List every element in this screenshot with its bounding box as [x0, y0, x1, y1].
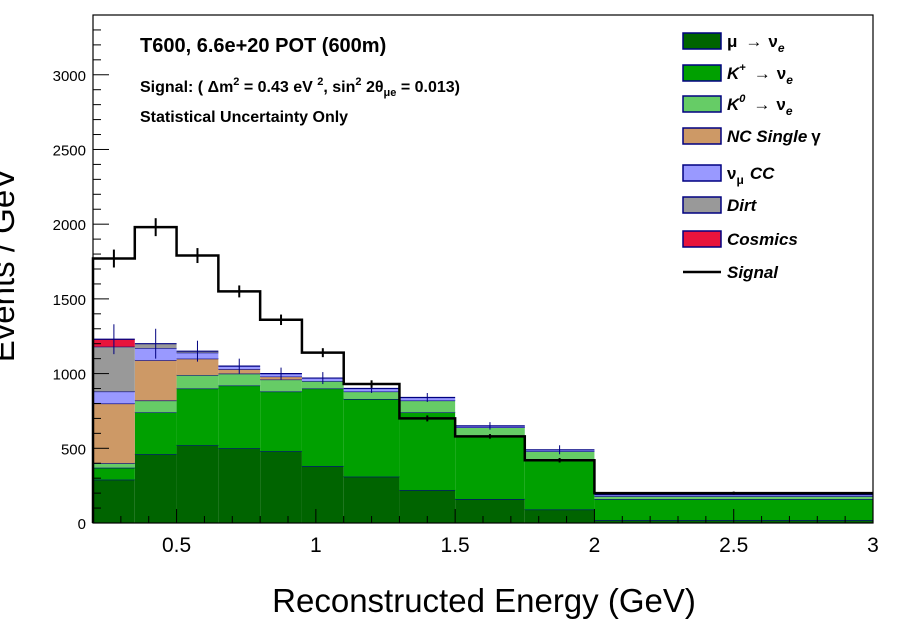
- signal-histogram: [91, 218, 873, 523]
- bar-numu_cc-0: [93, 391, 135, 404]
- bar-kplus_to_nue-2: [176, 388, 219, 446]
- legend-item-kplus-nue: K+ → νe: [682, 62, 793, 87]
- x-tick-label-2: 1.5: [441, 534, 470, 557]
- bar-kplus_to_nue-8: [455, 436, 525, 500]
- x-tick-label-1: 1: [310, 534, 322, 557]
- bar-k0_to_nue-0: [93, 463, 135, 468]
- bar-numu_to_nue-5: [301, 466, 344, 523]
- bar-kplus_to_nue-3: [218, 385, 261, 449]
- bar-k0_to_nue-8: [455, 427, 525, 437]
- bar-kplus_to_nue-1: [134, 412, 177, 455]
- y-tick-label-2: 1000: [53, 367, 86, 384]
- header-line2: Signal: ( Δm2 = 0.43 eV 2, sin2 2θμe = 0…: [140, 76, 460, 99]
- legend-label-dirt: Dirt: [727, 196, 758, 215]
- bar-k0_to_nue-2: [176, 375, 219, 389]
- bar-nc_single_gamma-1: [134, 360, 177, 401]
- bar-numu_to_nue-6: [343, 476, 400, 523]
- legend-item-cosmics: Cosmics: [682, 230, 798, 249]
- legend-swatch-k0-nue: [682, 95, 722, 113]
- y-axis-title: Events / GeV: [0, 168, 21, 362]
- bar-numu_to_nue-0: [93, 479, 135, 523]
- bar-kplus_to_nue-9: [524, 460, 595, 510]
- bar-k0_to_nue-5: [301, 381, 344, 389]
- legend-item-signal: Signal: [683, 263, 779, 282]
- bar-k0_to_nue-3: [218, 373, 261, 386]
- bar-k0_to_nue-4: [260, 379, 302, 392]
- bar-k0_to_nue-10: [594, 496, 873, 500]
- legend-item-numu-nue: μ → νe: [682, 32, 785, 55]
- legend-swatch-cosmics: [682, 230, 722, 248]
- legend-item-dirt: Dirt: [682, 196, 758, 215]
- x-tick-label-3: 2: [589, 534, 601, 557]
- legend-label-k0-nue: K0 → νe: [727, 93, 793, 118]
- bar-kplus_to_nue-6: [343, 398, 400, 477]
- legend-label-signal: Signal: [727, 263, 779, 282]
- legend-swatch-nc-single-gamma: [682, 127, 722, 145]
- bar-kplus_to_nue-4: [260, 391, 302, 452]
- bar-numu_to_nue-4: [260, 451, 302, 523]
- legend-label-numu-nue: μ → νe: [727, 32, 785, 55]
- bar-kplus_to_nue-0: [93, 467, 135, 480]
- y-tick-label-4: 2000: [53, 217, 86, 234]
- bar-k0_to_nue-1: [134, 400, 177, 413]
- x-axis-title: Reconstructed Energy (GeV): [272, 582, 696, 619]
- legend-item-numu-cc: νμ CC: [682, 164, 775, 187]
- stacked-bars: [93, 324, 873, 523]
- bar-numu_to_nue-9: [524, 509, 595, 523]
- bar-k0_to_nue-9: [524, 451, 595, 461]
- bar-kplus_to_nue-5: [301, 388, 344, 467]
- legend-swatch-numu-nue: [682, 32, 722, 50]
- legend-swatch-dirt: [682, 196, 722, 214]
- header-line3: Statistical Uncertainty Only: [140, 109, 348, 126]
- legend: μ → νe K+ → νe K0 → νe NC Single γ νμ CC Dirt Co…: [682, 32, 821, 282]
- x-tick-label-5: 3: [867, 534, 879, 557]
- axis-ticks: 0.5 1 1.5 2 2.5 3 0 500 1000 1500 2000 2500 3000: [53, 14, 879, 557]
- y-tick-label-5: 2500: [53, 142, 86, 159]
- y-tick-label-3: 1500: [53, 292, 86, 309]
- bar-numu_to_nue-3: [218, 448, 261, 523]
- legend-label-numu-cc: νμ CC: [727, 164, 775, 187]
- y-tick-label-1: 500: [61, 441, 86, 458]
- header-line1: T600, 6.6e+20 POT (600m): [140, 35, 386, 57]
- x-tick-label-0: 0.5: [162, 534, 191, 557]
- legend-swatch-numu-cc: [682, 164, 722, 182]
- legend-item-k0-nue: K0 → νe: [682, 93, 793, 118]
- bar-numu_cc-10: [594, 494, 873, 497]
- legend-label-kplus-nue: K+ → νe: [727, 62, 793, 87]
- bar-k0_to_nue-7: [399, 400, 456, 413]
- y-tick-label-6: 3000: [53, 68, 86, 85]
- bar-k0_to_nue-6: [343, 391, 400, 399]
- y-tick-label-0: 0: [78, 516, 86, 533]
- legend-item-nc-single-gamma: NC Single γ: [682, 127, 821, 146]
- bar-nc_single_gamma-2: [176, 358, 219, 376]
- bar-numu_to_nue-2: [176, 445, 219, 523]
- bar-numu_to_nue-1: [134, 454, 177, 523]
- signal-line: [91, 225, 873, 523]
- legend-swatch-kplus-nue: [682, 64, 722, 82]
- x-tick-label-4: 2.5: [719, 534, 748, 557]
- legend-label-cosmics: Cosmics: [727, 230, 798, 249]
- bar-numu_to_nue-8: [455, 499, 525, 523]
- bar-kplus_to_nue-7: [399, 412, 456, 491]
- legend-label-nc-single-gamma: NC Single γ: [727, 127, 821, 146]
